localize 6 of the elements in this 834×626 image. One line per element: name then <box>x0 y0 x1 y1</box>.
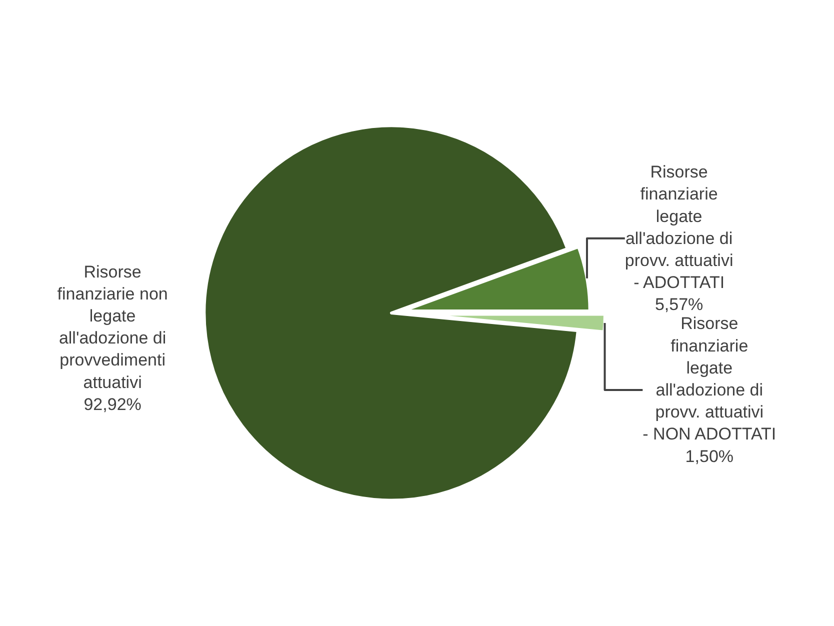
data-label: 5,57% <box>654 295 704 314</box>
slice-label: Risorse finanziarie legate all'adozione di provv. attuativi - ADOTTATI <box>624 162 734 292</box>
data-label: 92,92% <box>84 394 142 414</box>
slice-label: Risorse finanziarie non legate all'adozione di provvedimenti attuativi <box>57 262 168 392</box>
data-label: 1,50% <box>685 446 734 466</box>
slice-label: Risorse finanziarie legate all'adozione di provv. attuativi - NON ADOTTATI <box>642 314 776 444</box>
